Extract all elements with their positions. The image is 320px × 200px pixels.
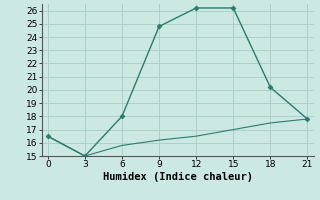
X-axis label: Humidex (Indice chaleur): Humidex (Indice chaleur) — [103, 172, 252, 182]
